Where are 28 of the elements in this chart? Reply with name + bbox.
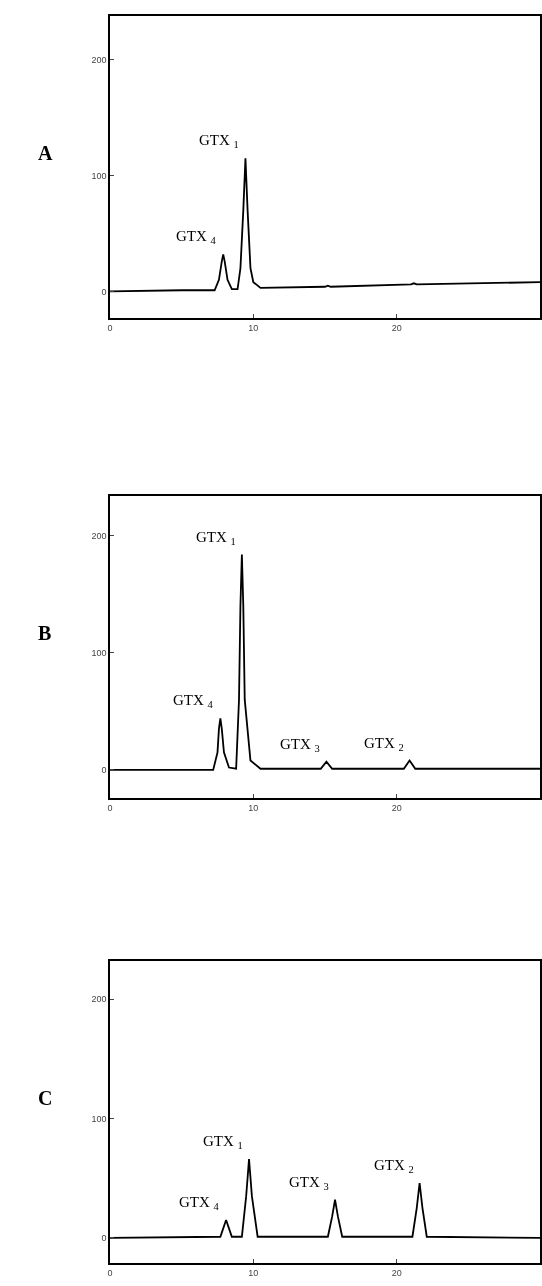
annotation: GTX $_{3}$ — [280, 736, 320, 755]
y-tick-label: 200 — [91, 530, 107, 541]
x-tick-label: 20 — [391, 802, 402, 813]
text: B — [37, 622, 52, 644]
y-tick-label: 100 — [91, 1113, 107, 1124]
annotation: GTX $_{1}$ — [203, 1133, 243, 1152]
text: C — [37, 1087, 53, 1109]
annotation: GTX $_{4}$ — [173, 692, 214, 711]
y-tick-label: 0 — [101, 765, 107, 776]
y-tick-label: 200 — [91, 994, 107, 1005]
annotation: GTX $_{1}$ — [199, 132, 239, 151]
x-tick-label: 10 — [248, 802, 259, 813]
x-tick-label: 10 — [248, 322, 259, 333]
annotation: GTX $_{2}$ — [374, 1157, 414, 1176]
annotation: GTX $_{1}$ — [196, 529, 236, 548]
y-tick-label: 0 — [101, 286, 107, 297]
y-tick-label: 100 — [91, 170, 107, 181]
y-tick-label: 200 — [91, 55, 107, 66]
x-tick-label: 20 — [391, 1267, 402, 1278]
annotation: GTX $_{4}$ — [176, 228, 217, 247]
x-tick-label: 10 — [248, 1267, 259, 1278]
annotation: GTX $_{2}$ — [364, 735, 404, 754]
text: A — [37, 142, 53, 164]
y-tick-label: 100 — [91, 648, 107, 658]
annotation: GTX $_{3}$ — [289, 1174, 329, 1193]
annotation: GTX $_{4}$ — [179, 1194, 220, 1213]
x-tick-label: 20 — [391, 322, 402, 333]
y-tick-label: 0 — [101, 1233, 107, 1244]
